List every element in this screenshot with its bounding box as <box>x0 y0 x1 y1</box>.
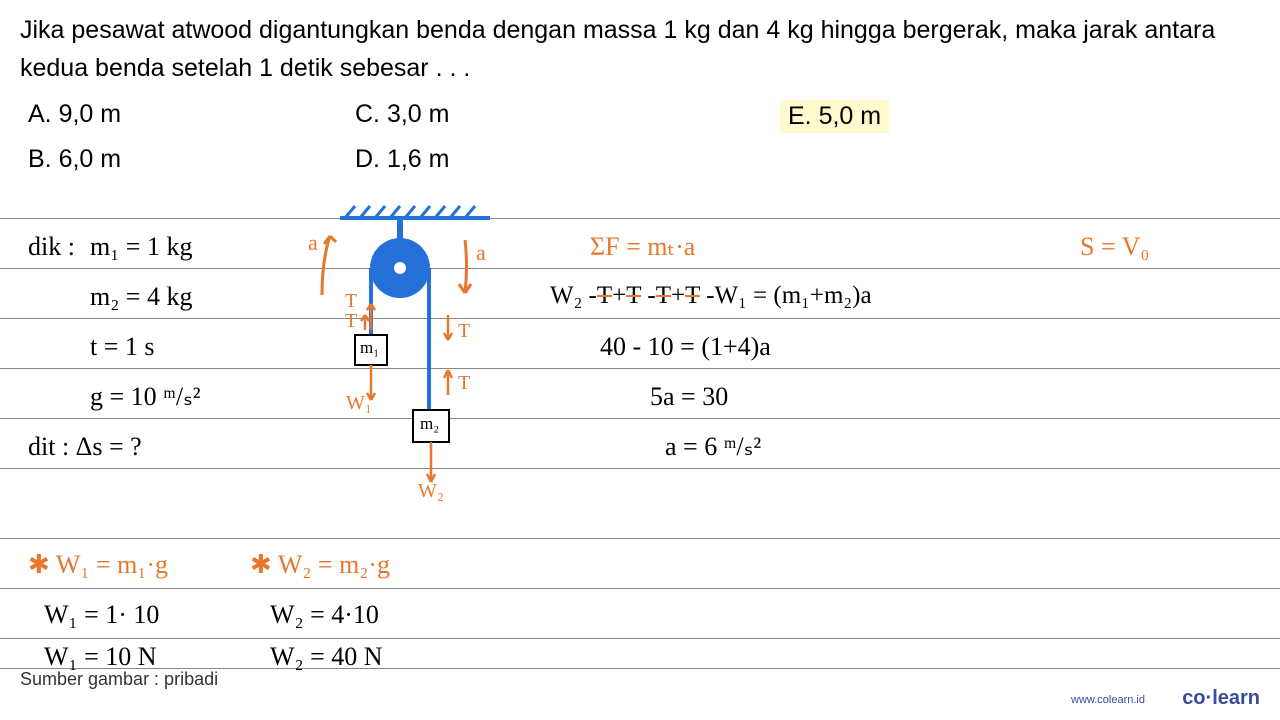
hw-m1: m₁ = 1 kg <box>90 232 192 262</box>
diagram-W1-label: W₁ <box>346 392 372 415</box>
image-source: Sumber gambar : pribadi <box>20 669 218 690</box>
hw-eq1: W₂ -T+T -T+T -W₁ = (m₁+m₂)a <box>550 282 872 310</box>
notebook-line <box>0 638 1280 639</box>
option-c: C. 3,0 m <box>355 100 449 129</box>
hw-m2: m₂ = 4 kg <box>90 282 192 312</box>
notebook-line <box>0 268 1280 269</box>
notebook-line <box>0 318 1280 319</box>
diagram-m2-label: m₂ <box>420 414 439 434</box>
atwood-diagram <box>300 200 520 520</box>
question-text: Jika pesawat atwood digantungkan benda d… <box>20 12 1260 87</box>
hw-w1-calc: W₁ = 1· 10 <box>44 600 159 630</box>
diagram-m1-label: m₁ <box>360 338 379 358</box>
hw-w2-calc: W₂ = 4·10 <box>270 600 379 630</box>
option-e-highlighted: E. 5,0 m <box>780 100 889 133</box>
hw-g: g = 10 ᵐ/ₛ² <box>90 382 201 412</box>
hw-sigmaF: ΣF = mₜ·a <box>590 232 695 262</box>
diagram-T-label: T <box>345 310 357 333</box>
notebook-line <box>0 218 1280 219</box>
hw-w2-result: W₂ = 40 N <box>270 642 383 672</box>
diagram-T-label: T <box>458 372 470 395</box>
hw-s-equation: S = V₀ <box>1080 232 1150 262</box>
notebook-line <box>0 468 1280 469</box>
notebook-line <box>0 368 1280 369</box>
notebook-line <box>0 418 1280 419</box>
option-d: D. 1,6 m <box>355 145 449 174</box>
notebook-line <box>0 538 1280 539</box>
diagram-T-label: T <box>458 320 470 343</box>
option-a: A. 9,0 m <box>28 100 121 129</box>
footer-brand: co·learn <box>1182 687 1260 710</box>
footer-url: www.colearn.id <box>1071 694 1145 706</box>
hw-w1-result: W₁ = 10 N <box>44 642 157 672</box>
diagram-a-up-label: a <box>308 230 318 256</box>
hw-eq2: 40 - 10 = (1+4)a <box>600 332 771 362</box>
hw-eq3: 5a = 30 <box>650 382 728 412</box>
hw-w2-formula: ✱ W₂ = m₂·g <box>250 550 390 580</box>
hw-t: t = 1 s <box>90 332 155 362</box>
diagram-a-down-label: a <box>476 240 486 266</box>
hw-eq4: a = 6 ᵐ/ₛ² <box>665 432 761 462</box>
diagram-W2-label: W₂ <box>418 480 444 503</box>
hw-dik-label: dik : <box>28 232 75 262</box>
notebook-line <box>0 588 1280 589</box>
hw-w1-formula: ✱ W₁ = m₁·g <box>28 550 168 580</box>
hw-dit: dit : Δs = ? <box>28 432 142 462</box>
option-b: B. 6,0 m <box>28 145 121 174</box>
